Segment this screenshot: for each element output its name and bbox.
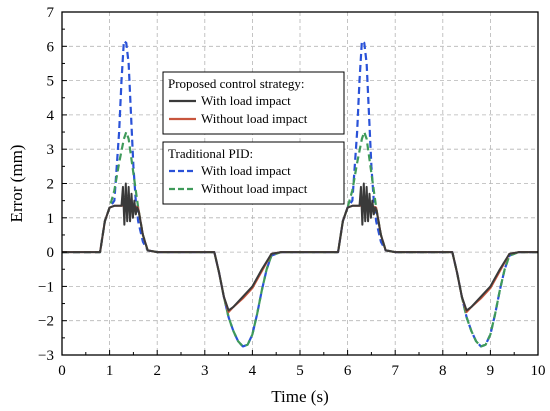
x-tick-label: 4 xyxy=(249,363,257,379)
y-tick-label: 1 xyxy=(47,211,55,227)
legend-entry-label: Without load impact xyxy=(201,111,308,126)
x-tick-label: 3 xyxy=(201,363,209,379)
x-tick-label: 0 xyxy=(58,363,66,379)
legend: Proposed control strategy: With load impa… xyxy=(162,71,345,205)
y-tick-label: 5 xyxy=(47,74,55,90)
y-tick-label: 7 xyxy=(47,5,55,21)
legend-box xyxy=(162,141,345,205)
x-tick-label: 9 xyxy=(487,363,495,379)
legend-entry-label: With load impact xyxy=(201,93,291,108)
y-tick-label: 0 xyxy=(47,245,55,261)
x-tick-label: 1 xyxy=(106,363,114,379)
legend-group-title: Traditional PID: xyxy=(168,146,253,161)
y-tick-label: −3 xyxy=(38,348,54,364)
x-tick-label: 5 xyxy=(296,363,304,379)
legend-entry-label: With load impact xyxy=(201,163,291,178)
x-tick-label: 8 xyxy=(439,363,447,379)
ticks: 0 1 2 3 4 5 6 7 8 9 10 −3 −2 −1 0 1 2 3 4 5 6 7 xyxy=(38,5,545,379)
y-tick-label: 3 xyxy=(47,142,55,158)
x-tick-label: 10 xyxy=(531,363,546,379)
y-tick-label: 2 xyxy=(47,177,55,193)
x-axis-label: Time (s) xyxy=(271,387,328,406)
series-layer xyxy=(62,40,538,348)
y-tick-label: −2 xyxy=(38,314,54,330)
y-axis-label: Error (mm) xyxy=(7,145,26,223)
series-line-0 xyxy=(62,182,538,312)
y-tick-label: 4 xyxy=(47,108,55,124)
x-tick-label: 2 xyxy=(153,363,161,379)
legend-box xyxy=(162,71,345,135)
x-tick-label: 7 xyxy=(391,363,399,379)
legend-entry-label: Without load impact xyxy=(201,181,308,196)
y-tick-label: −1 xyxy=(38,279,54,295)
y-tick-label: 6 xyxy=(47,39,55,55)
x-tick-label: 6 xyxy=(344,363,352,379)
legend-group-title: Proposed control strategy: xyxy=(168,76,304,91)
